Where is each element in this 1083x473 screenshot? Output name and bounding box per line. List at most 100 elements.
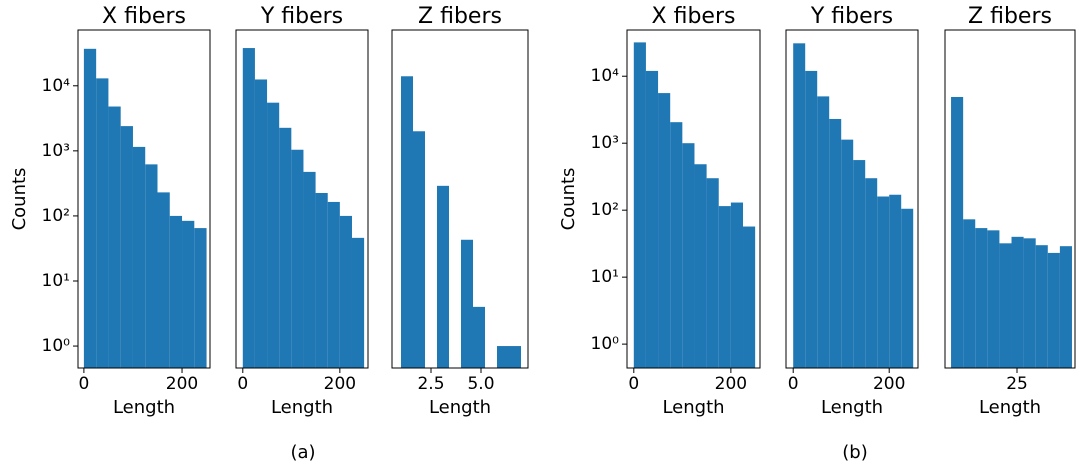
bar (315, 193, 328, 368)
panel-title: Y fibers (260, 4, 343, 29)
x-axis-label: Length (429, 397, 491, 418)
axes-frame (626, 29, 761, 369)
x-tick-label: 200 (324, 374, 356, 394)
x-tick-label: 25 (1006, 374, 1028, 394)
x-tick-label: 0 (78, 374, 89, 394)
bar (889, 194, 902, 368)
y-axis-label: Counts (558, 168, 579, 231)
panel-title: Y fibers (810, 4, 893, 29)
x-tick-label: 0 (788, 374, 799, 394)
bar (963, 219, 976, 368)
x-tick-label: 0 (628, 374, 639, 394)
panel-title: Z fibers (968, 4, 1052, 29)
x-axis-label: Length (979, 397, 1041, 418)
bar (718, 206, 731, 368)
x-axis-label: Length (821, 397, 883, 418)
bar (145, 164, 158, 368)
bar (461, 239, 473, 368)
axes-frame (944, 29, 1076, 369)
y-tick-label: 10¹ (42, 271, 70, 291)
bar (497, 346, 509, 368)
bar (853, 160, 866, 368)
bar (182, 220, 195, 368)
bar (682, 143, 695, 368)
x-tick-label: 0 (237, 374, 248, 394)
bar (743, 226, 756, 368)
y-tick-label: 10⁰ (591, 334, 620, 354)
bar (841, 139, 854, 368)
bar (658, 93, 671, 368)
bar (1023, 238, 1036, 368)
bar (865, 178, 878, 368)
bar (829, 118, 842, 368)
bar (1035, 245, 1048, 368)
x-tick-label: 200 (873, 374, 905, 394)
bar (1011, 236, 1024, 368)
bar (1059, 246, 1072, 368)
y-tick-label: 10¹ (591, 267, 619, 287)
bar (254, 79, 268, 368)
y-axis-label: Counts (9, 168, 30, 231)
bar (351, 237, 365, 368)
bar (96, 78, 109, 368)
bar (473, 306, 485, 368)
bar (437, 185, 449, 368)
axes-frame (77, 29, 211, 369)
bar (242, 48, 255, 369)
bar (291, 149, 304, 368)
bar (509, 346, 521, 368)
bar (327, 201, 340, 368)
bar (730, 202, 744, 368)
bar (975, 228, 988, 368)
bar (413, 131, 425, 368)
y-tick-label: 10³ (591, 133, 619, 153)
bar (157, 192, 170, 368)
bar (108, 106, 121, 369)
panel-title: X fibers (652, 4, 736, 29)
caption: (a) (290, 442, 315, 463)
y-tick-label: 10⁴ (42, 76, 71, 96)
bar (194, 228, 207, 368)
x-tick-label: 2.5 (417, 374, 444, 394)
y-tick-label: 10² (591, 200, 619, 220)
x-tick-label: 200 (715, 374, 747, 394)
bar (817, 96, 830, 368)
y-tick-label: 10³ (42, 141, 70, 161)
bar (401, 76, 413, 368)
bar (877, 196, 890, 368)
axes-frame (785, 29, 919, 369)
axes-frame (391, 29, 529, 369)
bar (793, 43, 806, 368)
bar (706, 178, 719, 368)
y-tick-label: 10⁰ (42, 336, 71, 356)
x-tick-label: 200 (166, 374, 198, 394)
caption: (b) (842, 442, 867, 463)
panel-title: X fibers (102, 4, 186, 29)
bar (132, 146, 146, 368)
bar (670, 122, 683, 368)
bar (1047, 252, 1060, 368)
bar (279, 127, 292, 368)
y-tick-label: 10² (42, 206, 70, 226)
x-axis-label: Length (662, 397, 724, 418)
bar (951, 96, 964, 369)
bar (339, 215, 352, 368)
bar (120, 126, 133, 368)
x-axis-label: Length (271, 397, 333, 418)
bar (987, 230, 1000, 368)
bar (999, 243, 1012, 368)
bar (169, 215, 183, 368)
bar (267, 102, 280, 368)
bar (645, 70, 659, 369)
x-tick-label: 5.0 (467, 374, 494, 394)
axes-frame (235, 29, 369, 369)
bar (303, 171, 316, 368)
y-tick-label: 10⁴ (591, 66, 620, 86)
bar (805, 70, 818, 369)
bar (901, 208, 914, 368)
bar (694, 164, 707, 368)
x-axis-label: Length (113, 397, 175, 418)
bar (633, 42, 646, 369)
panel-title: Z fibers (418, 4, 502, 29)
